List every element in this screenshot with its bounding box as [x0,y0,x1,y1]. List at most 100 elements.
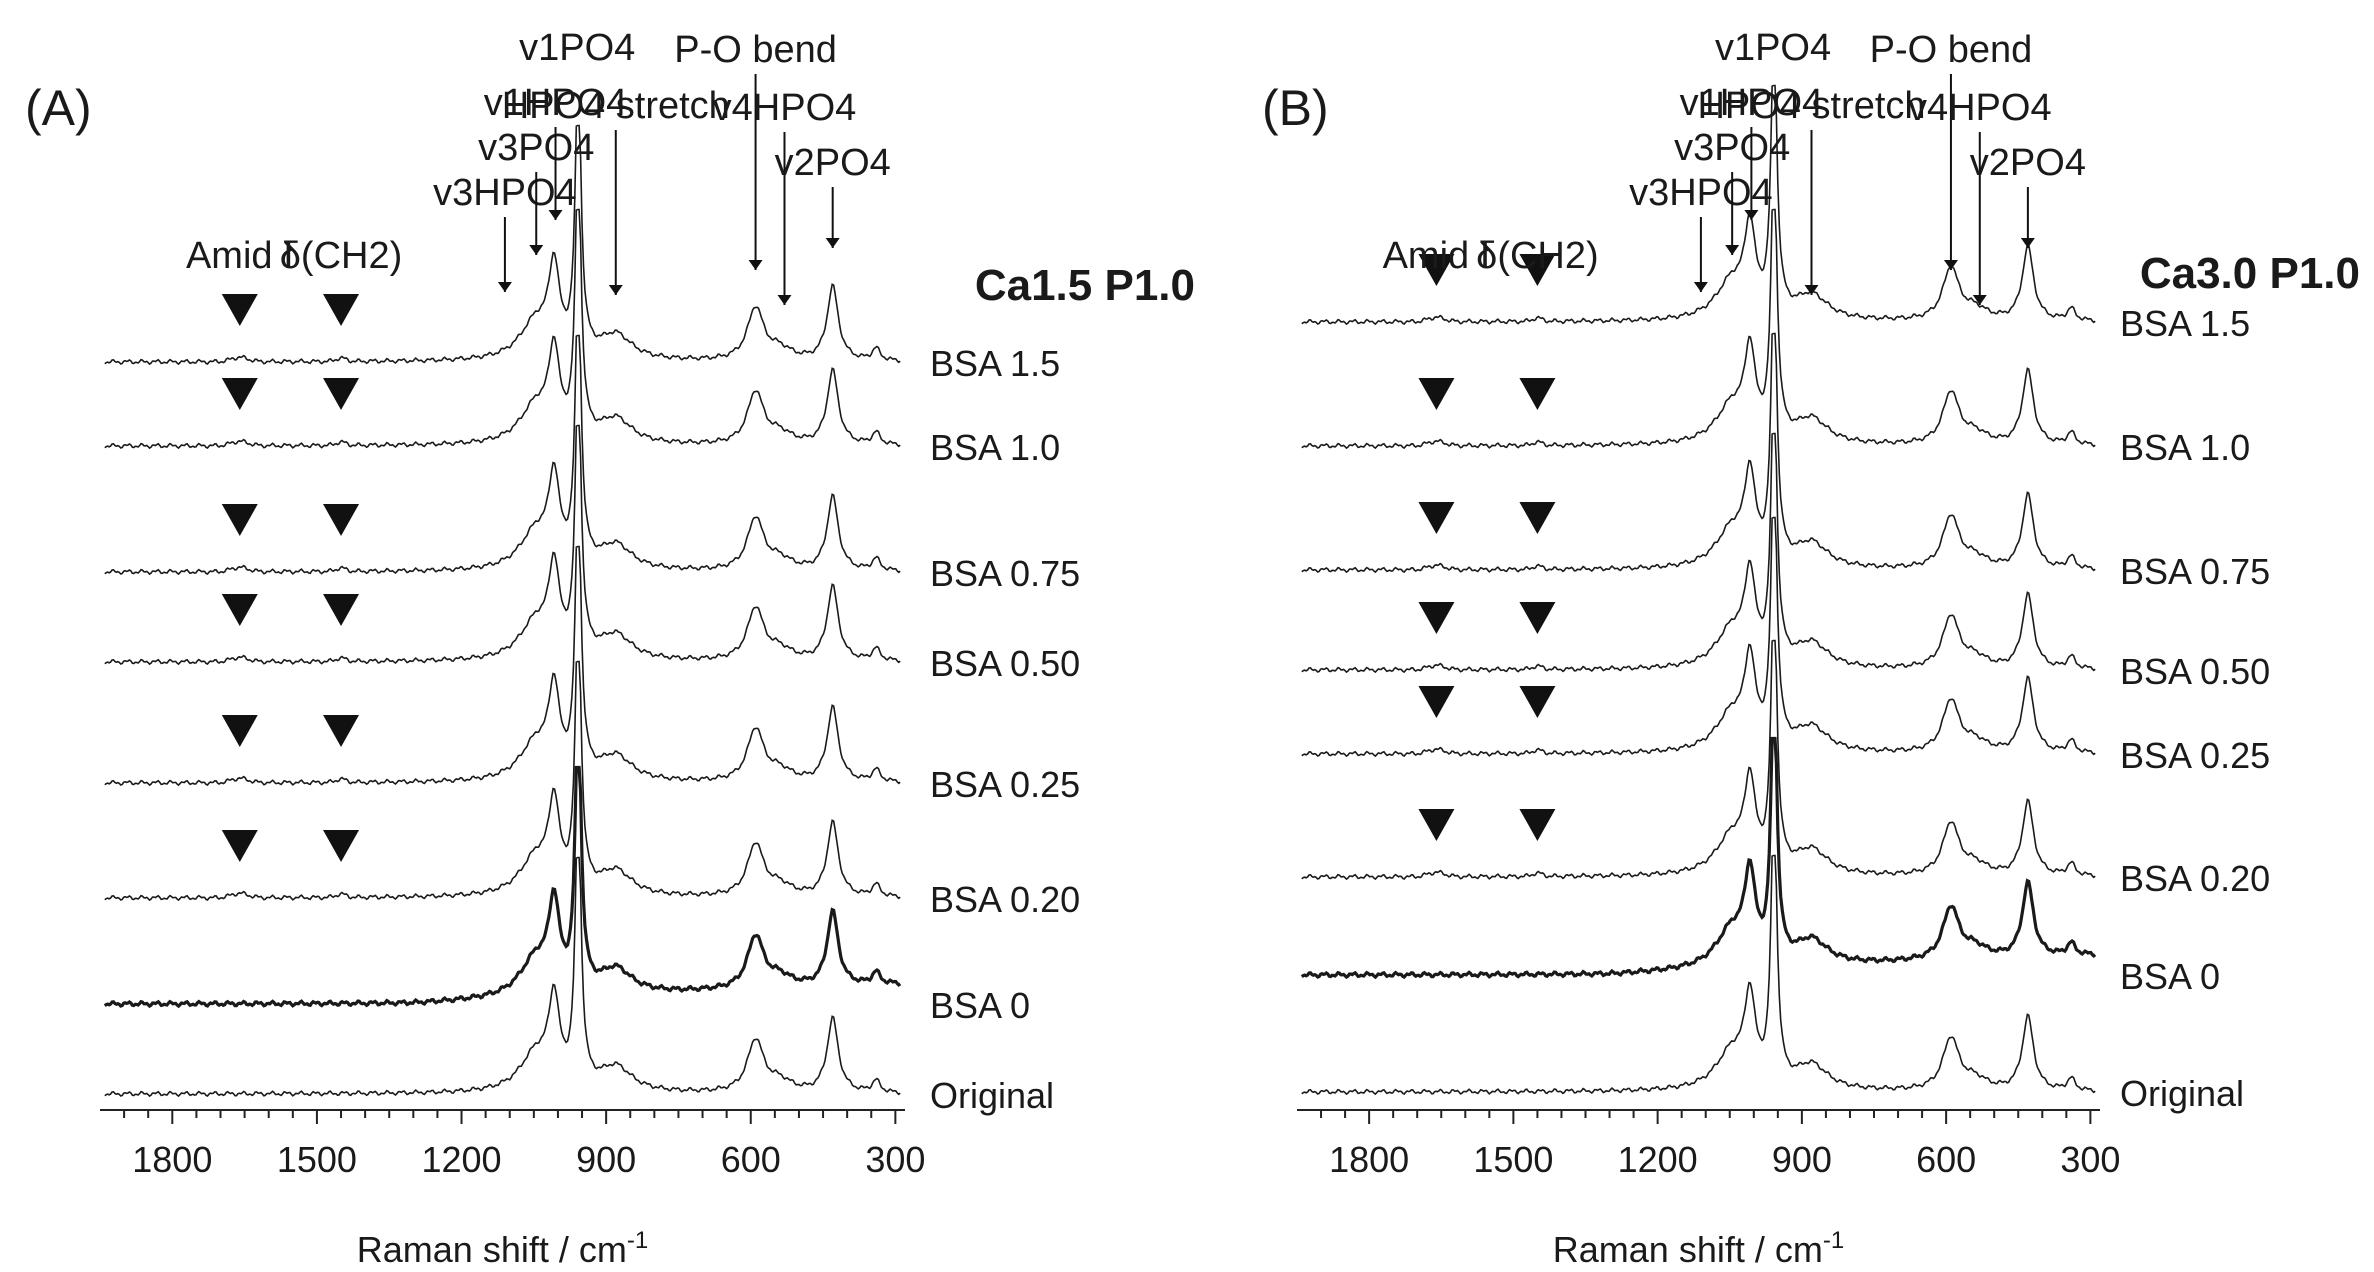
band-annotation-arrowhead [748,260,763,270]
spectrum-line [103,765,902,1009]
band-annotation-label: v3PO4 [478,127,594,169]
protein-band-marker [221,594,258,626]
chart-title: Ca3.0 P1.0 [2140,249,2360,298]
panel-label: (A) [25,80,92,136]
spectrum-line [1301,516,2096,758]
spectrum-line [104,856,901,1098]
protein-band-marker [323,504,360,536]
band-annotation-label: v3HPO4 [433,172,577,214]
protein-band-marker [221,378,258,410]
series-label: BSA 0.75 [930,553,1080,594]
spectrum-line [1301,639,2096,881]
series-label: BSA 0.20 [930,879,1080,920]
series-label: BSA 1.0 [930,427,1060,468]
band-annotation-label: v3HPO4 [1629,172,1773,214]
band-annotation-label: δ(CH2) [1476,235,1598,277]
protein-band-marker [323,594,360,626]
series-label: BSA 0.75 [2120,551,2270,592]
band-annotation-arrowhead [1744,210,1759,220]
x-tick-label: 1500 [1473,1139,1553,1180]
band-annotation-arrowhead [1943,260,1958,270]
x-tick-label: 300 [865,1139,925,1180]
protein-band-marker [221,715,258,747]
protein-band-marker [1519,502,1556,534]
spectrum-line [1301,84,2096,326]
protein-band-marker [1418,686,1455,718]
band-annotation-label: v4HPO4 [713,87,857,129]
protein-band-marker [323,830,360,862]
series-label: BSA 0.25 [930,764,1080,805]
series-label: BSA 0.50 [930,643,1080,684]
x-tick-label: 900 [1772,1139,1832,1180]
band-annotation-label: δ(CH2) [280,235,402,277]
protein-band-marker [1418,502,1455,534]
spectrum-line [104,424,901,666]
band-annotation-label: P-O bend [1870,29,2033,71]
x-tick-label: 1800 [132,1139,212,1180]
spectrum-line [1301,208,2096,450]
series-label: Original [930,1075,1054,1116]
series-label: BSA 1.0 [2120,427,2250,468]
x-tick-label: 1800 [1329,1139,1409,1180]
x-axis-label: Raman shift / cm-1 [357,1227,648,1270]
x-tick-label: 300 [2060,1139,2120,1180]
band-annotation-arrowhead [2020,238,2035,248]
band-annotation-label: v1PO4 [1715,27,1831,69]
band-annotation-label: P-O bend [674,29,837,71]
protein-band-marker [1519,686,1556,718]
x-tick-label: 600 [1916,1139,1976,1180]
protein-band-marker [1519,378,1556,410]
series-label: BSA 0 [2120,956,2220,997]
band-annotation-arrowhead [777,295,792,305]
band-annotation-label: HPO4 stretch [502,85,730,127]
series-label: BSA 0.50 [2120,651,2270,692]
series-label: BSA 1.5 [930,343,1060,384]
series-label: BSA 0 [930,985,1030,1026]
band-annotation-arrowhead [1972,295,1987,305]
protein-band-marker [221,830,258,862]
band-annotation-label: v1PO4 [519,27,635,69]
spectrum-line [1301,854,2096,1096]
protein-band-marker [1418,378,1455,410]
protein-band-marker [221,294,258,326]
series-label: BSA 0.20 [2120,858,2270,899]
spectrum-line [1301,432,2096,674]
band-annotation-label: v1HPO4 [484,82,628,124]
protein-band-marker [1519,809,1556,841]
band-annotation-arrowhead [529,245,544,255]
panel-label: (B) [1262,80,1329,136]
x-axis-label: Raman shift / cm-1 [1553,1227,1844,1270]
protein-band-marker [323,715,360,747]
x-tick-label: 1500 [277,1139,357,1180]
protein-band-marker [221,504,258,536]
band-annotation-arrowhead [1693,282,1708,292]
band-annotation-label: Amid I [186,235,294,277]
x-tick-label: 1200 [1618,1139,1698,1180]
band-annotation-label: v1HPO4 [1680,82,1824,124]
band-annotation-arrowhead [1804,285,1819,295]
protein-band-marker [1519,602,1556,634]
band-annotation-label: v3PO4 [1674,127,1790,169]
band-annotation-arrowhead [497,282,512,292]
spectrum-line [104,334,901,576]
spectrum-line [104,124,901,366]
x-tick-label: 600 [721,1139,781,1180]
protein-band-marker [1418,602,1455,634]
spectrum-line [104,660,901,902]
band-annotation-arrowhead [1725,245,1740,255]
spectrum-line [1300,736,2097,980]
band-annotation-arrowhead [548,210,563,220]
panel-a: (A) Ca1.5 P1.0 1800 1500 1200 900 600 300 Raman … [25,27,1195,1270]
series-label: BSA 0.25 [2120,735,2270,776]
series-label: BSA 1.5 [2120,303,2250,344]
protein-band-marker [1418,254,1455,286]
protein-band-marker [1519,254,1556,286]
band-annotation-label: HPO4 stretch [1697,85,1925,127]
series-label: Original [2120,1073,2244,1114]
x-tick-label: 900 [576,1139,636,1180]
spectrum-line [1301,332,2096,574]
protein-band-marker [1418,809,1455,841]
spectrum-line [104,208,901,450]
